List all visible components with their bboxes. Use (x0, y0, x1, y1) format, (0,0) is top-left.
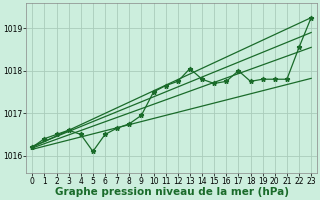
X-axis label: Graphe pression niveau de la mer (hPa): Graphe pression niveau de la mer (hPa) (55, 187, 289, 197)
